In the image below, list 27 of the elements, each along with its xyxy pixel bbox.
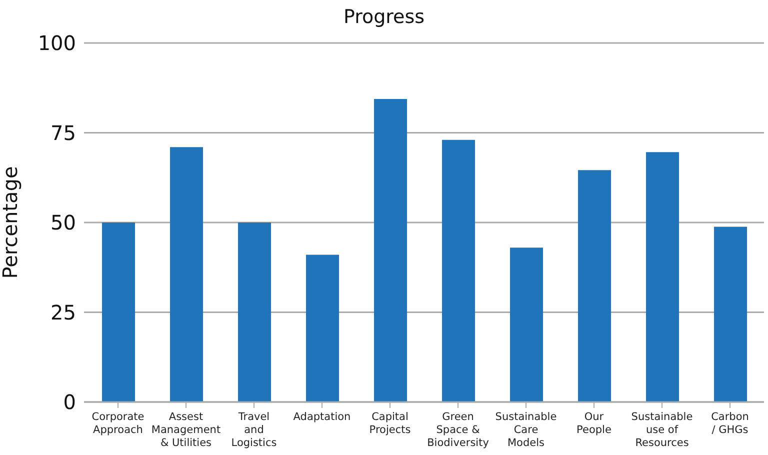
bar bbox=[102, 222, 135, 402]
chart-title: Progress bbox=[342, 6, 426, 28]
bar bbox=[442, 140, 475, 402]
x-tick-label: Capital Projects bbox=[369, 411, 411, 436]
bar bbox=[714, 226, 747, 402]
x-tick-label: Adaptation bbox=[293, 411, 351, 423]
x-tick-label: Sustainable use of Resources bbox=[631, 411, 693, 449]
bar bbox=[306, 254, 339, 402]
bar bbox=[374, 99, 407, 402]
y-tick-label: 50 bbox=[50, 210, 76, 235]
y-tick-label: 75 bbox=[50, 120, 76, 145]
y-axis-title: Percentage bbox=[0, 166, 22, 279]
x-tick-label: Corporate Approach bbox=[92, 411, 144, 436]
y-tick-label: 100 bbox=[38, 31, 76, 56]
x-tick-label: Assest Management & Utilities bbox=[151, 411, 221, 449]
y-tick-label: 0 bbox=[63, 390, 76, 414]
y-tick-label: 25 bbox=[50, 300, 76, 324]
x-tick-label: Travel and Logistics bbox=[231, 411, 277, 449]
x-tick-label: Carbon / GHGs bbox=[711, 411, 749, 436]
bar bbox=[646, 152, 679, 402]
x-tick-label: Green Space & Biodiversity bbox=[427, 411, 489, 449]
x-tick-label: Sustainable Care Models bbox=[495, 411, 557, 449]
bar bbox=[170, 147, 203, 402]
bar bbox=[578, 170, 611, 402]
bar bbox=[510, 248, 543, 402]
x-tick-label: Our People bbox=[576, 411, 612, 436]
bar bbox=[238, 222, 271, 402]
